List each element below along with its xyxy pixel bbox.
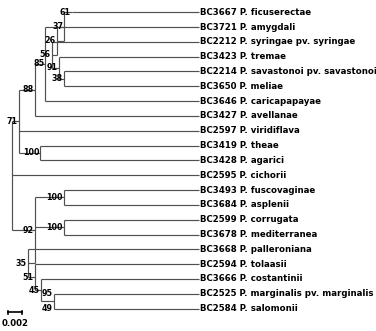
Text: 0.002: 0.002 (2, 319, 29, 328)
Text: BC3721 P. amygdali: BC3721 P. amygdali (200, 23, 296, 31)
Text: 100: 100 (46, 223, 62, 232)
Text: BC2212 P. syringae pv. syringae: BC2212 P. syringae pv. syringae (200, 37, 356, 46)
Text: BC2525 P. marginalis pv. marginalis: BC2525 P. marginalis pv. marginalis (200, 289, 374, 298)
Text: BC2214 P. savastonoi pv. savastonoi: BC2214 P. savastonoi pv. savastonoi (200, 67, 376, 76)
Text: BC3427 P. avellanae: BC3427 P. avellanae (200, 112, 298, 120)
Text: 37: 37 (52, 22, 63, 31)
Text: BC3684 P. asplenii: BC3684 P. asplenii (200, 200, 290, 210)
Text: BC3428 P. agarici: BC3428 P. agarici (200, 156, 285, 165)
Text: BC2595 P. cichorii: BC2595 P. cichorii (200, 171, 287, 180)
Text: BC3667 P. ficuserectae: BC3667 P. ficuserectae (200, 8, 312, 17)
Text: 45: 45 (29, 286, 40, 295)
Text: BC2584 P. salomonii: BC2584 P. salomonii (200, 304, 298, 313)
Text: 100: 100 (23, 149, 39, 158)
Text: 35: 35 (16, 259, 27, 268)
Text: 49: 49 (42, 304, 53, 313)
Text: 26: 26 (44, 36, 56, 45)
Text: BC3419 P. theae: BC3419 P. theae (200, 141, 279, 150)
Text: 61: 61 (59, 8, 71, 17)
Text: BC3646 P. caricapapayae: BC3646 P. caricapapayae (200, 97, 321, 106)
Text: BC3423 P. tremae: BC3423 P. tremae (200, 52, 287, 61)
Text: 71: 71 (7, 117, 18, 126)
Text: 56: 56 (40, 50, 51, 59)
Text: 85: 85 (33, 59, 44, 68)
Text: BC2599 P. corrugata: BC2599 P. corrugata (200, 215, 299, 224)
Text: 92: 92 (23, 226, 34, 235)
Text: 91: 91 (47, 63, 58, 72)
Text: BC3650 P. meliae: BC3650 P. meliae (200, 82, 284, 91)
Text: 88: 88 (23, 85, 34, 94)
Text: BC3678 P. mediterranea: BC3678 P. mediterranea (200, 230, 318, 239)
Text: BC2594 P. tolaasii: BC2594 P. tolaasii (200, 260, 287, 269)
Text: BC3666 P. costantinii: BC3666 P. costantinii (200, 274, 303, 283)
Text: BC3493 P. fuscovaginae: BC3493 P. fuscovaginae (200, 186, 316, 195)
Text: 100: 100 (46, 193, 62, 202)
Text: BC3668 P. palleroniana: BC3668 P. palleroniana (200, 245, 312, 254)
Text: 38: 38 (52, 74, 63, 83)
Text: 95: 95 (42, 289, 53, 298)
Text: BC2597 P. viridiflava: BC2597 P. viridiflava (200, 126, 300, 135)
Text: 51: 51 (23, 273, 34, 282)
